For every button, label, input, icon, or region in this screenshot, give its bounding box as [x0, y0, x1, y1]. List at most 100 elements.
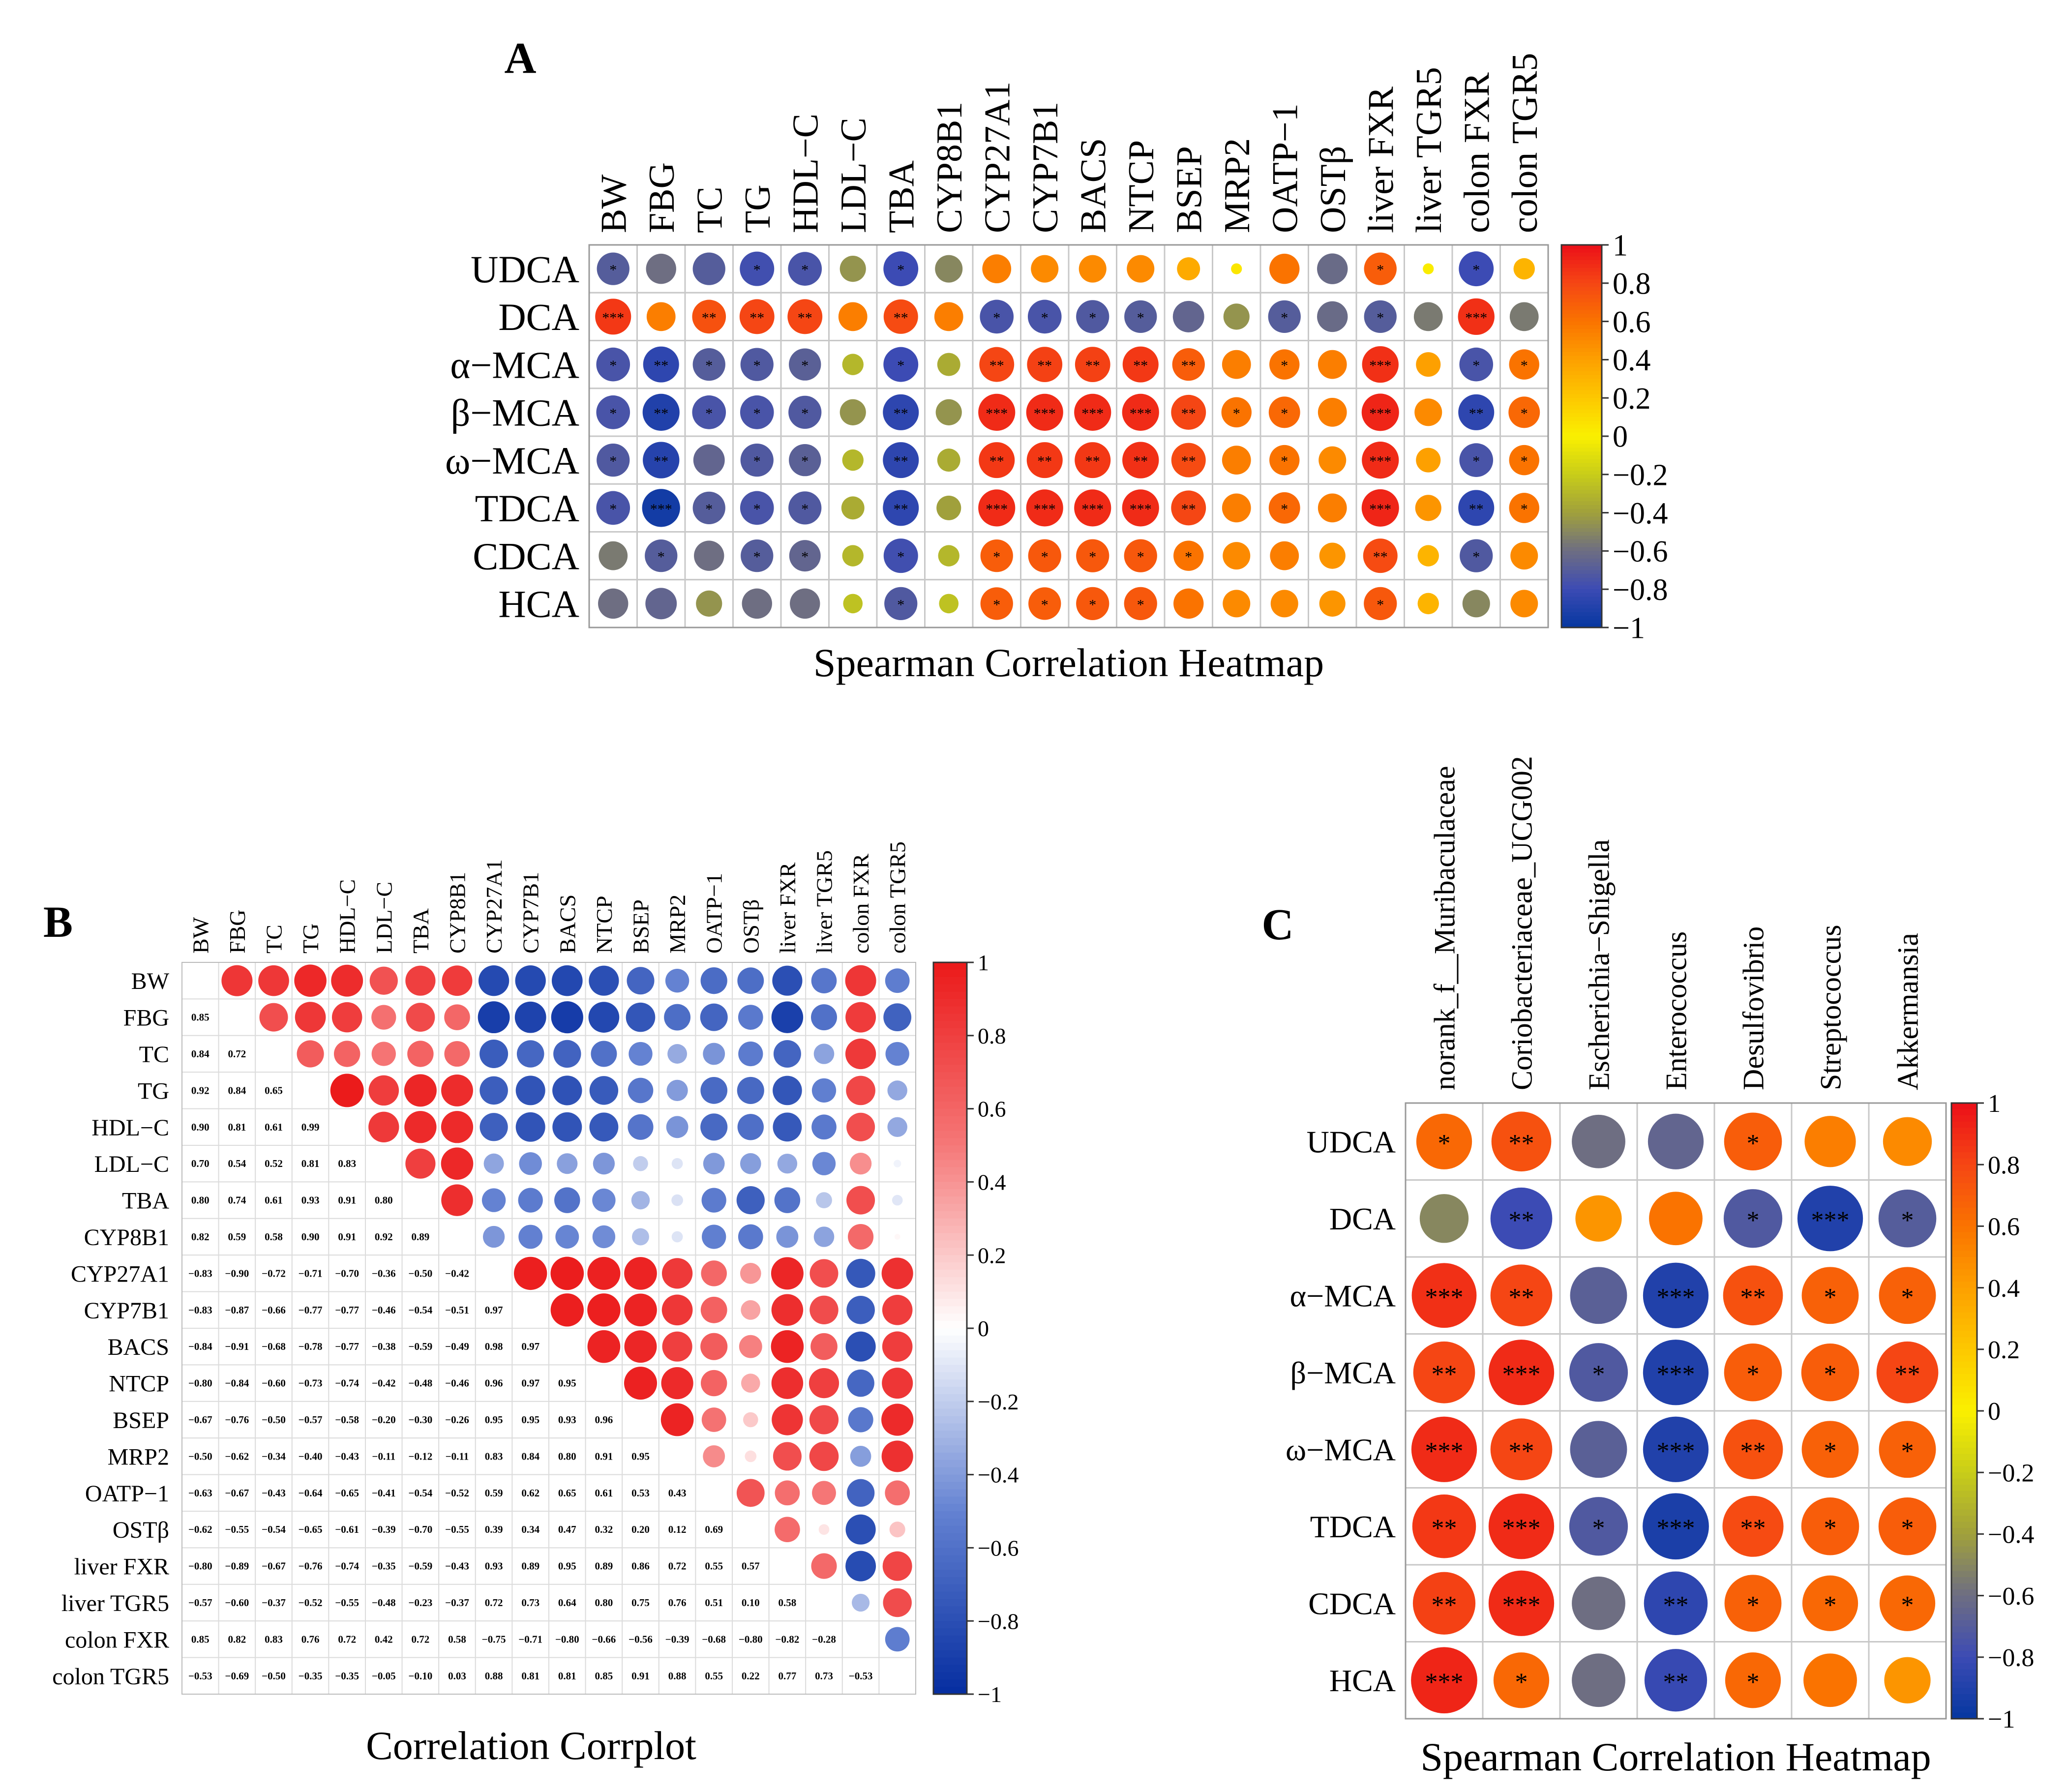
colorbar-tick-label: 0.4: [1988, 1275, 2020, 1303]
correlation-circle: [404, 1111, 437, 1143]
corrplot-cell: [475, 1328, 513, 1366]
correlation-circle: [1172, 300, 1204, 332]
correlation-circle: [809, 1295, 839, 1325]
row-label: liver TGR5: [61, 1590, 169, 1616]
column-label: CYP27A1: [481, 859, 507, 954]
row-label: CDCA: [1308, 1586, 1396, 1621]
correlation-circle: [441, 1074, 473, 1106]
correlation-value: −0.72: [262, 1267, 286, 1279]
colorbar-segment: [1951, 1657, 1977, 1664]
correlation-circle: [671, 1194, 683, 1206]
corrplot-cell: [475, 1364, 513, 1402]
correlation-value: −0.49: [445, 1341, 469, 1352]
correlation-circle: [596, 395, 630, 429]
colorbar-segment: [1951, 1694, 1977, 1701]
correlation-circle: [1411, 1263, 1477, 1328]
colorbar-segment: [933, 1240, 967, 1249]
correlation-value: −0.62: [188, 1523, 212, 1535]
correlation-value: −0.65: [335, 1487, 359, 1499]
corrplot-cell: [768, 1657, 807, 1695]
colorbar-tick-label: 0.4: [978, 1170, 1006, 1195]
significance-stars: *: [1281, 405, 1288, 421]
significance-stars: *: [1824, 1284, 1837, 1312]
correlation-value: −0.53: [849, 1670, 873, 1682]
correlation-circle: [444, 1004, 470, 1030]
corrplot-cell: [695, 1657, 733, 1695]
significance-stars: **: [989, 358, 1004, 374]
significance-stars: *: [801, 549, 809, 565]
correlation-circle: [1488, 1570, 1555, 1636]
correlation-circle: [478, 1001, 510, 1034]
corrplot-cell: [438, 1218, 476, 1256]
significance-stars: *: [993, 549, 1000, 565]
colorbar-segment: [933, 1635, 967, 1643]
correlation-circle: [745, 1450, 757, 1463]
colorbar-segment: [1561, 260, 1602, 265]
correlation-circle: [259, 1003, 288, 1032]
correlation-circle: [813, 1226, 835, 1247]
corrplot-cell: [255, 1181, 293, 1219]
correlation-circle: [693, 444, 725, 476]
significance-stars: **: [1509, 1284, 1534, 1312]
significance-stars: **: [1037, 358, 1052, 374]
colorbar-segment: [1951, 1577, 1977, 1584]
corrplot-cell: [658, 1437, 696, 1475]
correlation-circle: [881, 1257, 913, 1289]
colorbar-segment: [1951, 1282, 1977, 1288]
correlation-circle: [703, 1043, 725, 1065]
corrplot-cell: [291, 1474, 330, 1512]
colorbar-segment: [1951, 1651, 1977, 1658]
significance-stars: *: [1901, 1515, 1914, 1543]
correlation-value: −0.67: [188, 1414, 212, 1426]
correlation-circle: [740, 395, 774, 429]
correlation-circle: [1462, 590, 1490, 618]
corrplot-cell: [732, 1620, 770, 1658]
corrplot-cell: [291, 1657, 330, 1695]
colorbar-segment: [1951, 1639, 1977, 1645]
correlation-value: 0.57: [742, 1560, 760, 1572]
correlation-circle: [1269, 445, 1300, 476]
correlation-circle: [624, 1293, 657, 1327]
correlation-circle: [1493, 1652, 1550, 1708]
correlation-circle: [883, 442, 919, 478]
significance-stars: *: [753, 405, 761, 421]
colorbar-segment: [1561, 264, 1602, 269]
colorbar-segment: [933, 991, 967, 1000]
corrplot-cell: [622, 1437, 659, 1475]
column-label: TBA: [882, 160, 922, 233]
corrplot-cell: [328, 1145, 366, 1183]
colorbar-segment: [1951, 1244, 1977, 1252]
correlation-circle: [1644, 1649, 1708, 1712]
colorbar-segment: [1951, 1688, 1977, 1695]
significance-stars: **: [1509, 1130, 1534, 1158]
colorbar-tick-label: −0.6: [978, 1536, 1019, 1561]
corrplot-cell: [181, 962, 219, 1000]
correlation-circle: [692, 395, 726, 429]
correlation-value: −0.39: [372, 1523, 396, 1535]
correlation-value: 0.22: [742, 1670, 760, 1682]
colorbar-segment: [1951, 1134, 1977, 1141]
corrplot-cell: [401, 1474, 440, 1512]
colorbar-tick-label: 0.6: [978, 1097, 1006, 1122]
significance-stars: *: [1747, 1361, 1760, 1389]
correlation-value: 0.84: [521, 1450, 539, 1462]
corrplot-cell: [255, 1035, 293, 1073]
correlation-circle: [1879, 1575, 1936, 1631]
correlation-circle: [551, 1001, 583, 1034]
colorbar-segment: [1951, 1232, 1977, 1239]
corrplot-cell: [511, 1291, 550, 1329]
correlation-circle: [935, 255, 963, 283]
colorbar-segment: [1951, 1404, 1977, 1411]
column-label: Akkermansia: [1892, 933, 1924, 1090]
correlation-circle: [1572, 1653, 1625, 1707]
column-label: norank_f__Muribaculaceae: [1429, 766, 1461, 1090]
correlation-circle: [881, 1440, 913, 1472]
correlation-circle: [662, 1331, 692, 1362]
significance-stars: **: [1181, 358, 1196, 374]
correlation-value: 0.64: [558, 1597, 576, 1609]
correlation-circle: [1075, 347, 1110, 383]
colorbar-segment: [1951, 1669, 1977, 1676]
correlation-circle: [1412, 1572, 1476, 1635]
correlation-value: −0.77: [335, 1341, 359, 1352]
colorbar-segment: [1561, 616, 1602, 621]
